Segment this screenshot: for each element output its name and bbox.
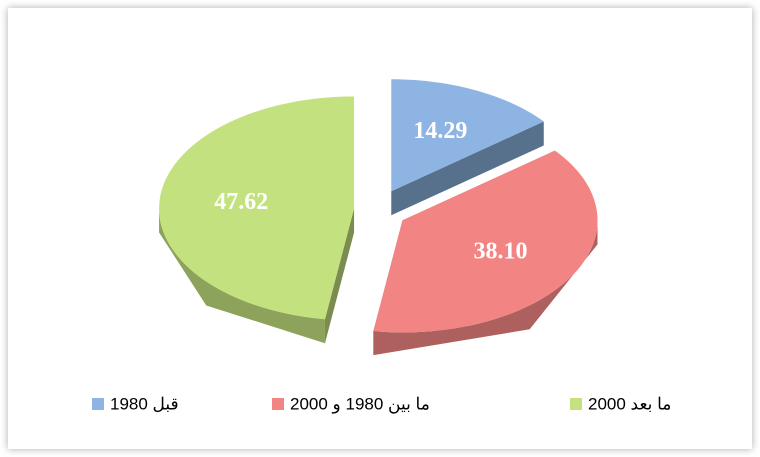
data-label: 14.29 bbox=[413, 118, 467, 144]
legend-swatch bbox=[570, 398, 582, 410]
pie-slice bbox=[373, 150, 598, 356]
data-label: 38.10 bbox=[473, 238, 527, 264]
legend-label: ما بعد 2000 bbox=[588, 394, 671, 413]
slice-top bbox=[373, 150, 598, 333]
slice-side bbox=[159, 208, 325, 344]
chart-frame bbox=[8, 8, 752, 449]
slice-wall bbox=[324, 208, 355, 344]
slice-side bbox=[373, 220, 598, 356]
legend-label: ما بين 1980 و 2000 bbox=[290, 394, 430, 414]
slice-top bbox=[391, 79, 544, 192]
legend-swatch bbox=[92, 398, 104, 410]
pie-slice bbox=[391, 79, 544, 216]
legend-label: قبل 1980 bbox=[110, 394, 179, 413]
legend-swatch bbox=[272, 398, 284, 410]
pie-slice bbox=[159, 96, 355, 344]
data-label: 47.62 bbox=[214, 189, 268, 215]
slice-wall bbox=[391, 121, 544, 216]
slice-top bbox=[159, 96, 355, 320]
